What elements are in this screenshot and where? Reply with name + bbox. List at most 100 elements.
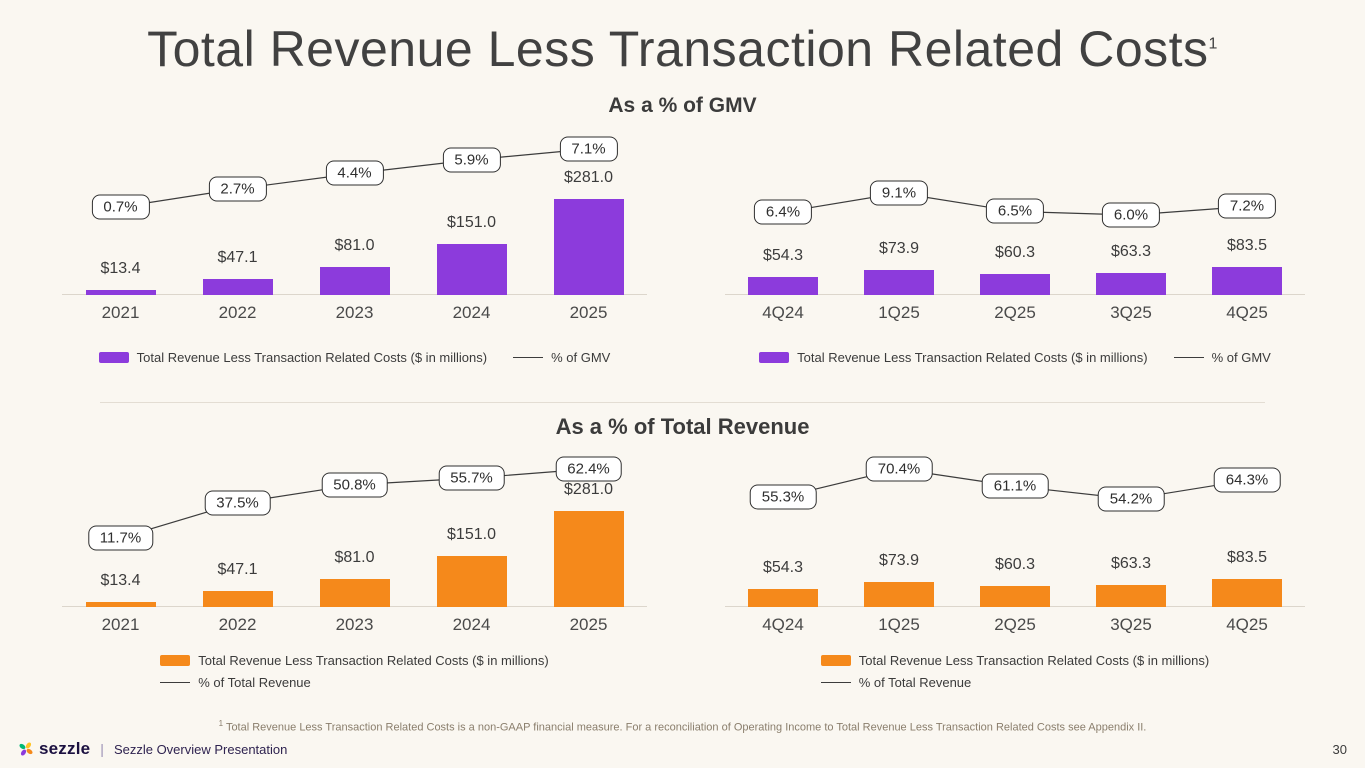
x-axis-label: 3Q25 <box>1110 303 1152 322</box>
pct-label: 37.5% <box>204 490 271 516</box>
bar-1Q25 <box>864 581 934 607</box>
x-axis-label: 1Q25 <box>878 615 920 634</box>
bar-value-label: $60.3 <box>994 244 1036 262</box>
legend-line-label: % of GMV <box>1211 350 1271 365</box>
bar-value-label: $83.5 <box>1226 548 1268 566</box>
x-axis-label: 2024 <box>452 615 491 634</box>
bar-3Q25 <box>1096 273 1166 295</box>
pct-label: 11.7% <box>87 525 154 551</box>
pct-label: 2.7% <box>208 176 267 202</box>
bar-value-label: $63.3 <box>1110 243 1152 261</box>
bar-value-label: $83.5 <box>1226 236 1268 254</box>
footer-deck-title: Sezzle Overview Presentation <box>113 741 288 757</box>
chart-quarterly-gmv: $54.3 4Q24 6.4% $73.9 1Q25 9.1% $60.3 2Q25 6.5% $… <box>725 125 1305 325</box>
chart-quarterly-total-revenue: $54.3 4Q24 55.3% $73.9 1Q25 70.4% $60.3 2Q25 61.… <box>725 437 1305 637</box>
chart-annual-gmv: $13.4 2021 0.7% $47.1 2022 2.7% $81.0 2023 4.4% $… <box>62 125 647 325</box>
pct-label: 70.4% <box>865 456 933 482</box>
x-axis-label: 2023 <box>335 303 374 322</box>
pct-label: 55.3% <box>749 484 817 510</box>
pct-label: 55.7% <box>438 465 505 491</box>
bar-value-label: $281.0 <box>564 481 613 499</box>
bar-4Q24 <box>748 276 818 295</box>
x-axis-label: 2022 <box>218 615 257 634</box>
bar-4Q25 <box>1212 578 1282 607</box>
legend-bar-label: Total Revenue Less Transaction Related C… <box>198 653 549 668</box>
legend-line-label: % of Total Revenue <box>858 675 972 690</box>
x-axis-label: 2Q25 <box>994 303 1036 322</box>
x-axis-label: 2025 <box>569 615 608 634</box>
pct-label: 54.2% <box>1097 486 1165 512</box>
x-axis-label: 4Q24 <box>762 303 804 322</box>
x-axis-label: 2021 <box>101 615 140 634</box>
legend-line-swatch <box>513 357 544 358</box>
x-axis-label: 2025 <box>569 303 608 322</box>
bar-4Q25 <box>1212 266 1282 295</box>
x-axis-label: 2Q25 <box>994 615 1036 634</box>
legend-bar-label: Total Revenue Less Transaction Related C… <box>136 350 488 365</box>
bar-2025 <box>553 511 624 607</box>
x-axis-label: 2023 <box>335 615 374 634</box>
bar-value-label: $151.0 <box>447 213 496 231</box>
legend-bar-label: Total Revenue Less Transaction Related C… <box>858 653 1210 668</box>
bar-2021 <box>85 290 156 295</box>
slide-title-footnote-ref: 1 <box>1208 35 1218 53</box>
pct-label: 64.3% <box>1213 467 1281 493</box>
legend-bar-label: Total Revenue Less Transaction Related C… <box>797 350 1148 365</box>
legend-line-label: % of Total Revenue <box>198 675 311 690</box>
legend-quarterly-total-revenue: Total Revenue Less Transaction Related C… <box>725 653 1305 697</box>
bar-3Q25 <box>1096 585 1166 607</box>
bar-value-label: $54.3 <box>762 558 804 576</box>
x-axis-label: 2024 <box>452 303 491 322</box>
bar-value-label: $13.4 <box>100 572 141 590</box>
bar-value-label: $63.3 <box>1110 555 1152 573</box>
x-axis-label: 3Q25 <box>1110 615 1152 634</box>
legend-line-swatch <box>820 682 851 683</box>
pct-label: 6.5% <box>985 198 1045 224</box>
x-axis-label: 4Q24 <box>762 615 804 634</box>
bar-value-label: $13.4 <box>100 260 141 278</box>
bar-2Q25 <box>980 586 1050 607</box>
pct-label: 7.2% <box>1217 193 1277 219</box>
section-divider <box>100 402 1265 403</box>
legend-annual-gmv: Total Revenue Less Transaction Related C… <box>62 350 647 365</box>
bar-value-label: $73.9 <box>878 239 920 257</box>
pct-label: 6.0% <box>1101 202 1161 228</box>
pct-label: 9.1% <box>869 180 929 206</box>
bar-2Q25 <box>980 274 1050 295</box>
footnote: 1 Total Revenue Less Transaction Related… <box>0 719 1365 734</box>
legend-line-label: % of GMV <box>551 350 611 365</box>
legend-annual-total-revenue: Total Revenue Less Transaction Related C… <box>62 653 647 697</box>
bar-value-label: $81.0 <box>334 237 375 255</box>
pct-label: 6.4% <box>753 199 813 225</box>
legend-bar-swatch <box>98 352 129 363</box>
bar-2022 <box>202 590 273 607</box>
bar-2025 <box>553 199 624 295</box>
bar-2023 <box>319 579 390 607</box>
bar-value-label: $151.0 <box>447 525 496 543</box>
x-axis-label: 4Q25 <box>1226 615 1268 634</box>
section-heading-total-revenue: As a % of Total Revenue <box>555 414 810 439</box>
legend-bar-swatch <box>820 655 851 666</box>
bar-2021 <box>85 602 156 607</box>
bar-value-label: $73.9 <box>878 551 920 569</box>
x-axis-label: 4Q25 <box>1226 303 1268 322</box>
bar-value-label: $81.0 <box>334 549 375 567</box>
bar-2024 <box>436 555 507 607</box>
bar-2024 <box>436 243 507 295</box>
pct-label: 7.1% <box>559 136 618 162</box>
footer-separator: | <box>100 741 104 757</box>
legend-bar-swatch <box>160 655 191 666</box>
pct-label: 50.8% <box>321 472 388 498</box>
legend-line-swatch <box>1173 357 1204 358</box>
bar-1Q25 <box>864 269 934 295</box>
bar-2023 <box>319 267 390 295</box>
x-axis-label: 2022 <box>218 303 257 322</box>
legend-quarterly-gmv: Total Revenue Less Transaction Related C… <box>725 350 1305 365</box>
pct-label: 0.7% <box>91 194 150 220</box>
footnote-text: Total Revenue Less Transaction Related C… <box>225 721 1147 734</box>
pct-label: 61.1% <box>981 473 1049 499</box>
legend-bar-swatch <box>759 352 790 363</box>
bar-2022 <box>202 278 273 295</box>
slide-title: Total Revenue Less Transaction Related C… <box>0 20 1365 78</box>
slide-title-text: Total Revenue Less Transaction Related C… <box>147 21 1209 77</box>
